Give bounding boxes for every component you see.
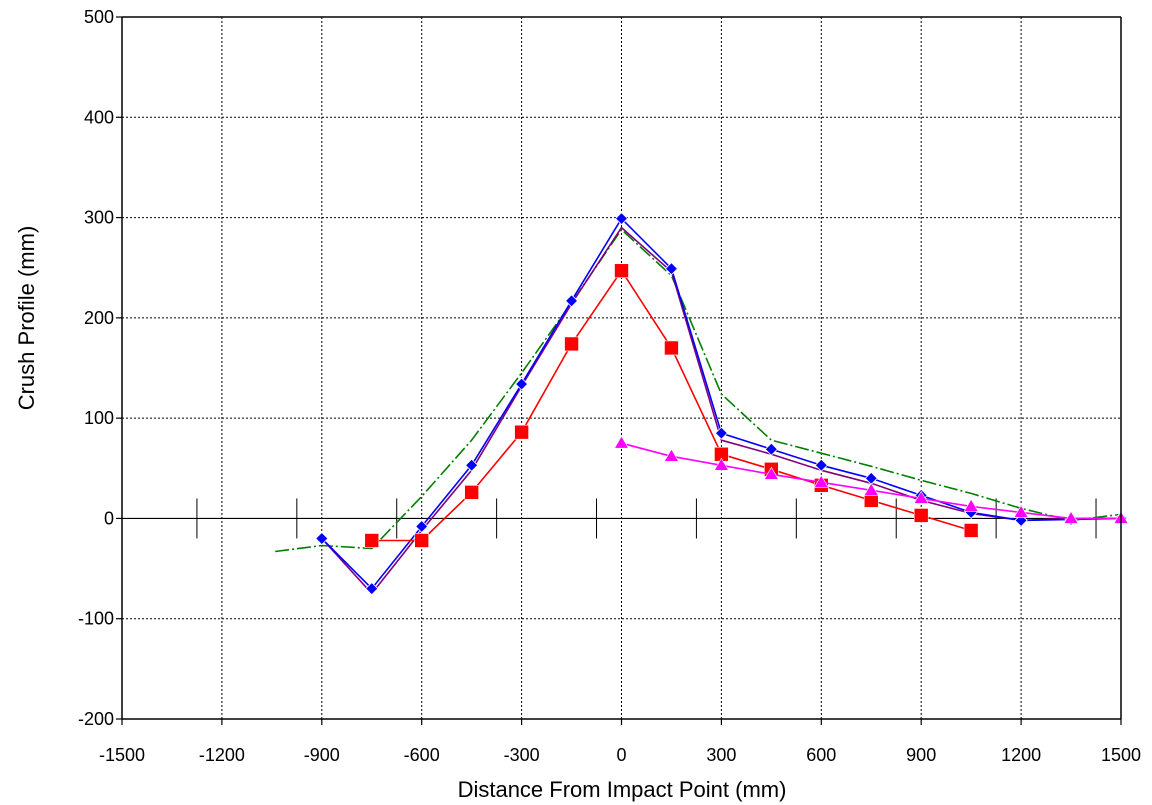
x-tick-label: -600: [404, 745, 440, 765]
series-point-square: [963, 523, 979, 538]
x-tick-label: 1500: [1101, 745, 1141, 765]
y-tick-label: 400: [84, 107, 114, 127]
y-tick-label: 200: [84, 308, 114, 328]
series-point-diamond: [564, 294, 579, 308]
series-point-triangle: [763, 466, 779, 480]
series-point-diamond: [515, 377, 529, 391]
series-point-square: [364, 533, 380, 548]
series-point-square: [514, 424, 529, 440]
series-point-diamond: [764, 442, 778, 456]
y-tick-label: 300: [84, 208, 114, 228]
series-point-square: [913, 508, 929, 523]
x-tick-label: 900: [906, 745, 936, 765]
series-point-triangle: [963, 498, 979, 512]
series-point-triangle: [1013, 504, 1029, 518]
zero-axis: [122, 498, 1121, 539]
x-tick-label: 300: [706, 745, 736, 765]
x-tick-label: -900: [304, 745, 340, 765]
tick-labels: -200 -100 0 100 200 300 400 500 -1500 -1200 -900 -6…: [78, 7, 1141, 765]
y-tick-label: -100: [78, 609, 114, 629]
series-point-square: [464, 485, 479, 500]
y-axis-title: Crush Profile (mm): [14, 226, 39, 411]
series-point-diamond: [814, 458, 828, 472]
series-point-diamond: [365, 582, 379, 596]
series-point-square: [614, 263, 629, 279]
series-point-diamond: [714, 426, 728, 440]
series-point-triangle: [863, 482, 879, 496]
series-point-triangle: [813, 474, 829, 488]
x-tick-label: -300: [504, 745, 540, 765]
x-tick-label: 1200: [1001, 745, 1041, 765]
series-point-triangle: [613, 435, 630, 449]
series-point-triangle: [1063, 510, 1079, 524]
series-point-triangle: [913, 490, 929, 504]
x-tick-label: 600: [806, 745, 836, 765]
x-tick-label: 0: [616, 745, 626, 765]
y-tick-label: 0: [104, 508, 114, 528]
series-point-triangle: [663, 448, 679, 462]
series-point-diamond: [415, 519, 429, 534]
series-point-diamond: [614, 212, 629, 226]
y-tick-label: 500: [84, 7, 114, 27]
series-point-square: [664, 340, 679, 356]
series-line-0: [275, 228, 1122, 553]
data-series: [275, 212, 1129, 596]
x-axis-title: Distance From Impact Point (mm): [458, 777, 787, 802]
x-tick-label: -1500: [99, 745, 145, 765]
grid-lines: [122, 17, 1121, 719]
series-point-triangle: [713, 457, 729, 471]
y-tick-label: 100: [84, 408, 114, 428]
series-point-diamond: [315, 531, 329, 546]
series-point-diamond: [465, 458, 479, 472]
series-point-diamond: [664, 262, 679, 276]
y-tick-label: -200: [78, 709, 114, 729]
series-point-square: [564, 336, 579, 352]
series-point-square: [414, 533, 430, 548]
x-tick-label: -1200: [199, 745, 245, 765]
